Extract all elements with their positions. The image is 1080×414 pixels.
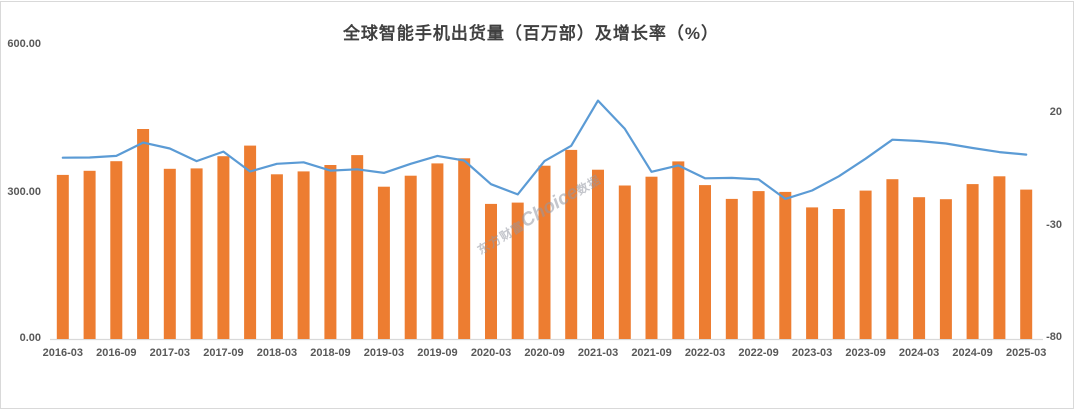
right-axis-tick-neg80: -80 — [1046, 331, 1062, 343]
shipment-bar — [324, 165, 337, 339]
shipment-bar — [806, 207, 819, 339]
shipment-bar — [163, 168, 176, 339]
shipment-bar — [56, 174, 69, 339]
shipment-bar — [377, 186, 390, 339]
growth-rate-line — [61, 99, 1028, 200]
shipment-bar — [699, 185, 711, 339]
shipment-bar — [672, 161, 685, 339]
left-axis-tick-300: 300.00 — [7, 186, 41, 198]
shipment-bar — [137, 129, 150, 339]
shipment-bar — [190, 168, 203, 339]
left-axis-tick-0: 0.00 — [19, 332, 41, 344]
shipment-bar — [993, 176, 1006, 339]
shipment-bar — [859, 190, 872, 339]
shipment-bar — [458, 158, 471, 339]
shipment-bar — [485, 203, 497, 339]
shipment-bar — [244, 145, 257, 339]
right-axis-tick-20: 20 — [1049, 106, 1062, 118]
shipment-bar — [217, 156, 230, 339]
shipment-bar — [752, 191, 765, 339]
left-axis-tick-600: 600.00 — [7, 38, 41, 50]
shipment-bar — [832, 209, 845, 339]
shipment-bar — [270, 174, 283, 339]
chart-title: 全球智能手机出货量（百万部）及增长率（%） — [342, 24, 720, 43]
shipment-bar — [511, 202, 524, 339]
shipment-bar — [618, 185, 631, 339]
shipment-bar — [1020, 189, 1033, 339]
shipment-bar — [913, 197, 926, 339]
shipment-bar — [110, 161, 123, 339]
shipment-bar — [939, 199, 952, 339]
shipment-bar — [779, 191, 792, 339]
right-axis-tick-neg30: -30 — [1046, 219, 1062, 231]
shipment-bar — [886, 179, 899, 339]
shipment-bar — [538, 165, 551, 339]
shipment-bar — [592, 169, 604, 339]
shipment-bar — [565, 149, 578, 339]
shipment-bar — [966, 184, 979, 339]
shipment-bar — [351, 155, 364, 339]
shipment-bar — [297, 171, 310, 339]
shipment-bar — [404, 175, 417, 339]
shipment-bar — [645, 176, 658, 339]
shipment-bar — [725, 198, 738, 339]
shipment-bar — [431, 163, 444, 339]
shipment-bar — [83, 170, 96, 339]
